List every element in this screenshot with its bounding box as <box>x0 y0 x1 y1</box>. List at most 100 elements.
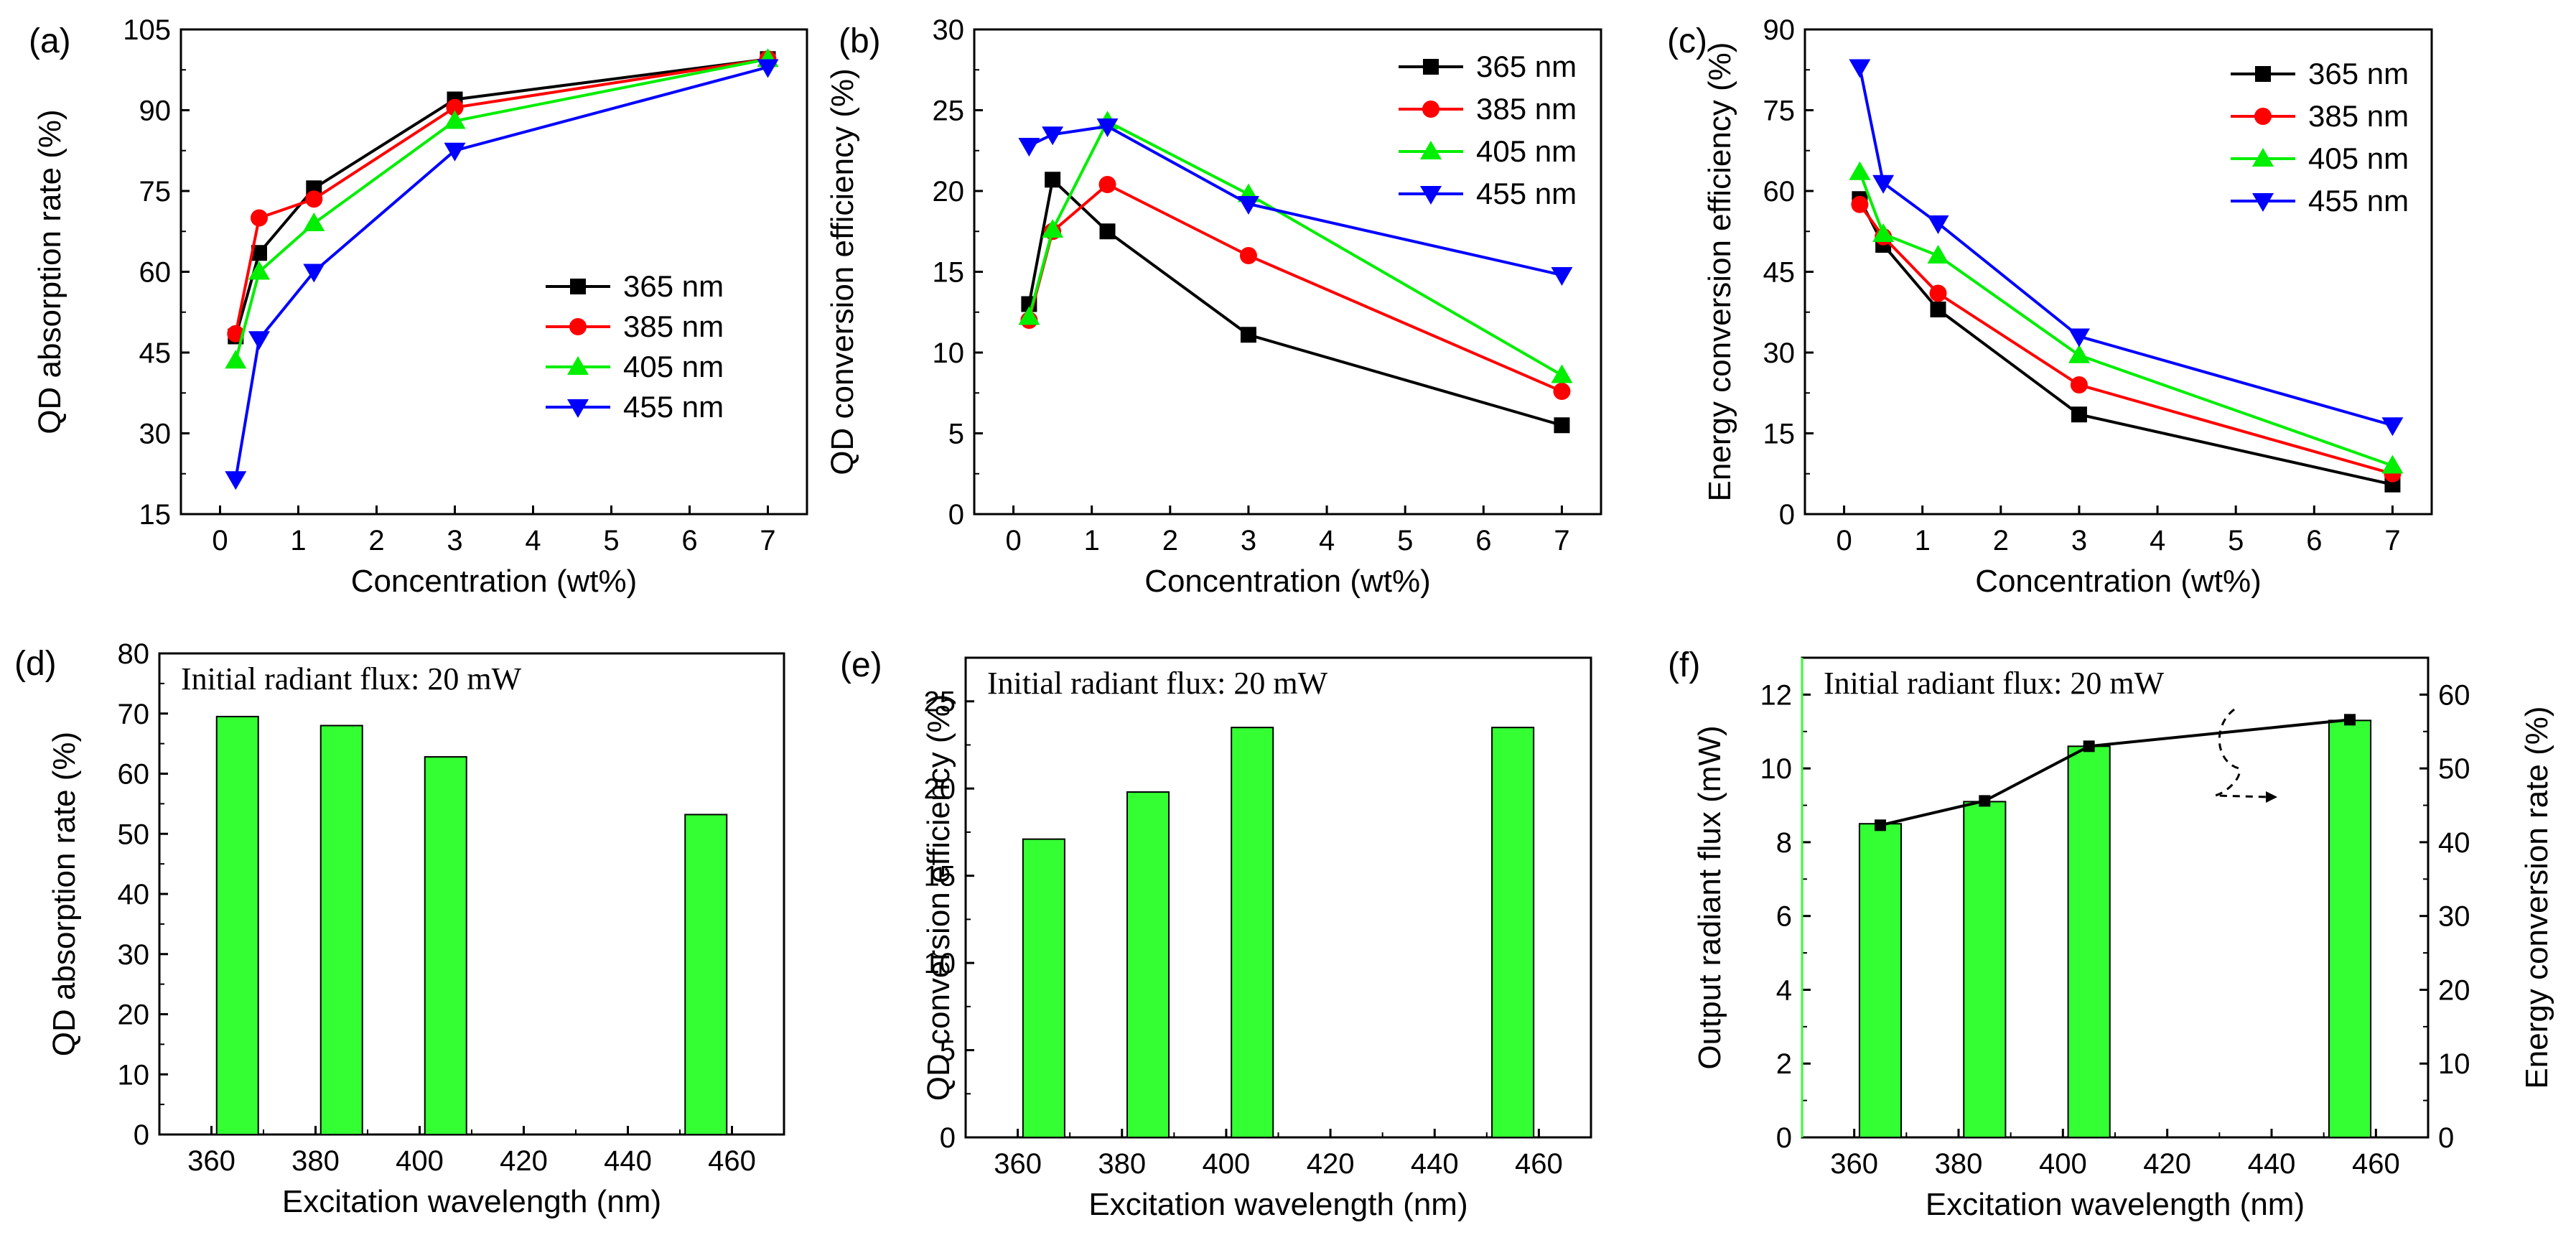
y-axis-label: Energy conversion efficiency (%) <box>1702 42 1737 502</box>
data-point <box>1551 364 1573 383</box>
legend-label: 365 nm <box>623 269 724 303</box>
y-tick-label: 0 <box>1779 499 1795 531</box>
panel-b: (b) 0 1 2 3 4 5 6 7 0 5 10 15 20 25 30 Concentration (wt… <box>825 14 1602 599</box>
data-point <box>1042 126 1064 146</box>
panel-f: (f)360 380 400 420 440 460024681012Excitation… <box>1668 646 2554 1222</box>
data-point <box>303 264 325 283</box>
data-point <box>1930 302 1946 317</box>
x-axis-label: Excitation wavelength (nm) <box>1088 1187 1467 1222</box>
y-tick-label: 30 <box>118 939 150 971</box>
data-point <box>1240 327 1256 343</box>
y-tick-label: 15 <box>139 499 172 531</box>
bar <box>1231 727 1274 1138</box>
x-tick-label: 5 <box>603 525 619 556</box>
x-tick-label: 3 <box>2071 525 2087 556</box>
x-tick-label: 4 <box>1319 525 1335 556</box>
x-tick-label: 440 <box>2248 1148 2296 1180</box>
legend-marker <box>2252 148 2274 167</box>
series-line-385-nm <box>1858 203 2393 475</box>
x-axis-label: Concentration (wt%) <box>1975 564 2262 599</box>
bar <box>1858 823 1903 1138</box>
y-tick-label: 45 <box>139 337 172 369</box>
data-point <box>444 110 466 129</box>
y-tick-label: 75 <box>139 176 172 208</box>
y-axis-label: QD conversion efficiency (%) <box>825 68 860 475</box>
data-point <box>2381 417 2404 437</box>
panel-label: (a) <box>29 22 71 60</box>
x-tick-label: 380 <box>291 1145 340 1177</box>
y-tick-label: 105 <box>123 14 171 46</box>
bar <box>1126 791 1170 1139</box>
y2-tick-label: 40 <box>2438 827 2470 859</box>
data-point <box>1018 306 1040 325</box>
x-tick-label: 5 <box>2228 525 2244 556</box>
x-tick-label: 400 <box>396 1145 444 1177</box>
y-tick-label: 4 <box>1776 974 1792 1006</box>
x-tick-label: 1 <box>1915 525 1931 556</box>
y-tick-label: 15 <box>933 257 965 289</box>
x-tick-label: 2 <box>368 525 384 556</box>
y-tick-label: 60 <box>139 257 172 289</box>
data-point <box>1551 267 1573 286</box>
data-point <box>1929 284 1947 302</box>
panel-label: (b) <box>839 22 881 60</box>
series-line-365-nm <box>1027 177 1562 427</box>
data-point <box>1237 196 1259 215</box>
y-tick-label: 5 <box>948 419 964 450</box>
data-point <box>444 142 466 162</box>
x-tick-label: 7 <box>2384 525 2400 556</box>
x-tick-label: 6 <box>2306 525 2322 556</box>
panel-d: (d) 360 380 400 420 440 460 0 10 20 30 40 50 60 70 80 Ex… <box>14 638 785 1219</box>
bar <box>1491 727 1535 1138</box>
x-tick-label: 3 <box>447 525 462 556</box>
x-tick-label: 5 <box>1397 525 1413 556</box>
legend-label: 455 nm <box>1476 177 1577 210</box>
legend-label: 365 nm <box>1476 50 1577 83</box>
legend-label: 365 nm <box>2308 57 2409 90</box>
legend-marker <box>1422 101 1439 118</box>
legend-marker <box>2255 66 2271 82</box>
legend-label: 385 nm <box>2308 99 2409 133</box>
x-tick-label: 400 <box>1203 1148 1251 1180</box>
energy-point <box>1875 819 1886 831</box>
data-point <box>1042 219 1064 238</box>
data-point <box>1849 59 1871 78</box>
data-point <box>227 325 245 343</box>
x-tick-label: 460 <box>1515 1148 1563 1180</box>
data-point <box>251 245 267 261</box>
data-point <box>1849 161 1871 180</box>
y-tick-label: 50 <box>118 819 150 850</box>
annotation-text: Initial radiant flux: 20 mW <box>181 661 522 696</box>
data-point <box>305 190 323 208</box>
y-tick-label: 25 <box>924 686 956 718</box>
y-tick-label: 60 <box>118 759 150 791</box>
y-axis-label: QD absorption rate (%) <box>47 732 82 1056</box>
y-tick-label: 6 <box>1776 901 1792 933</box>
x-axis-label: Concentration (wt%) <box>1144 564 1431 599</box>
legend-marker <box>567 356 589 375</box>
x-axis-label: Excitation wavelength (nm) <box>282 1184 661 1219</box>
y-tick-label: 30 <box>1763 337 1796 369</box>
series-line-365-nm <box>1858 198 2393 486</box>
legend-label: 385 nm <box>1476 92 1577 126</box>
y-tick-label: 15 <box>1763 419 1796 450</box>
legend-label: 405 nm <box>623 350 724 383</box>
dashed-arrow <box>2214 708 2269 798</box>
data-point <box>757 59 779 78</box>
x-tick-label: 360 <box>994 1148 1042 1180</box>
data-point <box>1927 215 1949 234</box>
x-tick-label: 400 <box>2039 1148 2087 1180</box>
x-axis-label: Concentration (wt%) <box>351 564 638 599</box>
data-point <box>446 98 464 116</box>
energy-point <box>1979 795 1991 807</box>
y2-tick-label: 60 <box>2438 679 2470 711</box>
legend-marker <box>1420 141 1442 159</box>
y2-tick-label: 50 <box>2438 753 2470 785</box>
legend-label: 405 nm <box>2308 141 2409 175</box>
annotation-text: Initial radiant flux: 20 mW <box>987 666 1328 701</box>
x-tick-label: 460 <box>2352 1148 2400 1180</box>
legend-marker <box>570 279 586 294</box>
y-axis-label: QD conversion efficiency (%) <box>921 694 956 1101</box>
y-tick-label: 60 <box>1763 176 1796 208</box>
